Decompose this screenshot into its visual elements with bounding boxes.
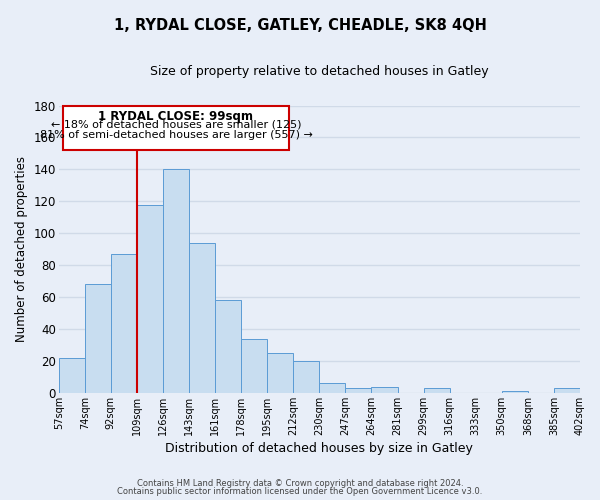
Bar (319, 384, 346, 393)
Text: ← 18% of detached houses are smaller (125): ← 18% of detached houses are smaller (12… (51, 119, 301, 129)
Text: Contains public sector information licensed under the Open Government Licence v3: Contains public sector information licen… (118, 487, 482, 496)
Bar (111, 254, 137, 393)
Bar (346, 388, 371, 393)
X-axis label: Distribution of detached houses by size in Gatley: Distribution of detached houses by size … (166, 442, 473, 455)
Bar (163, 170, 189, 393)
Bar (371, 386, 398, 393)
Bar (189, 243, 215, 393)
Bar (424, 388, 449, 393)
Bar (59, 358, 85, 393)
Bar (293, 361, 319, 393)
Text: Contains HM Land Registry data © Crown copyright and database right 2024.: Contains HM Land Registry data © Crown c… (137, 478, 463, 488)
Bar (62, 106, 289, 150)
Bar (85, 284, 111, 393)
Bar (502, 392, 528, 393)
Text: 1, RYDAL CLOSE, GATLEY, CHEADLE, SK8 4QH: 1, RYDAL CLOSE, GATLEY, CHEADLE, SK8 4QH (113, 18, 487, 32)
Text: 81% of semi-detached houses are larger (557) →: 81% of semi-detached houses are larger (… (40, 130, 313, 140)
Title: Size of property relative to detached houses in Gatley: Size of property relative to detached ho… (150, 65, 488, 78)
Bar (137, 204, 163, 393)
Bar (215, 300, 241, 393)
Bar (554, 388, 580, 393)
Bar (241, 338, 267, 393)
Y-axis label: Number of detached properties: Number of detached properties (15, 156, 28, 342)
Text: 1 RYDAL CLOSE: 99sqm: 1 RYDAL CLOSE: 99sqm (98, 110, 253, 122)
Bar (267, 353, 293, 393)
